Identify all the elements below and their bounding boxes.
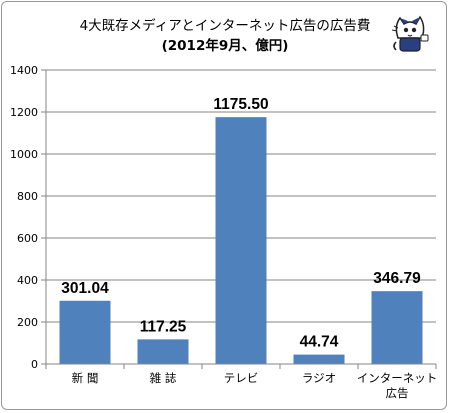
y-tick-label: 400 [17, 274, 38, 287]
y-tick-label: 1200 [10, 106, 38, 119]
y-tick-label: 0 [31, 358, 38, 371]
x-tick-label: インターネット [357, 371, 438, 385]
cat-mascot-icon [391, 15, 429, 52]
chart-subtitle: (2012年9月、億円) [161, 38, 289, 54]
y-tick-label: 800 [17, 190, 38, 203]
data-label: 346.79 [373, 270, 421, 287]
x-tick-label: 新 聞 [72, 371, 99, 385]
y-tick-label: 1400 [10, 64, 38, 77]
data-label: 301.04 [61, 280, 109, 297]
data-label: 1175.50 [213, 96, 268, 113]
chart-title: 4大既存メディアとインターネット広告の広告費 [79, 18, 371, 34]
x-tick-label: 雑 誌 [150, 371, 177, 385]
x-tick-label: テレビ [224, 371, 259, 385]
bar [215, 117, 267, 365]
bar [371, 291, 423, 364]
bar [293, 354, 345, 364]
data-label: 44.74 [300, 334, 339, 351]
bar [137, 339, 189, 364]
x-tick-label: ラジオ [302, 371, 336, 385]
bar [59, 300, 111, 364]
data-label: 117.25 [140, 318, 187, 335]
y-tick-label: 1000 [10, 148, 38, 161]
y-tick-label: 200 [17, 316, 38, 329]
y-tick-label: 600 [17, 232, 38, 245]
x-tick-label: 広告 [386, 386, 409, 400]
